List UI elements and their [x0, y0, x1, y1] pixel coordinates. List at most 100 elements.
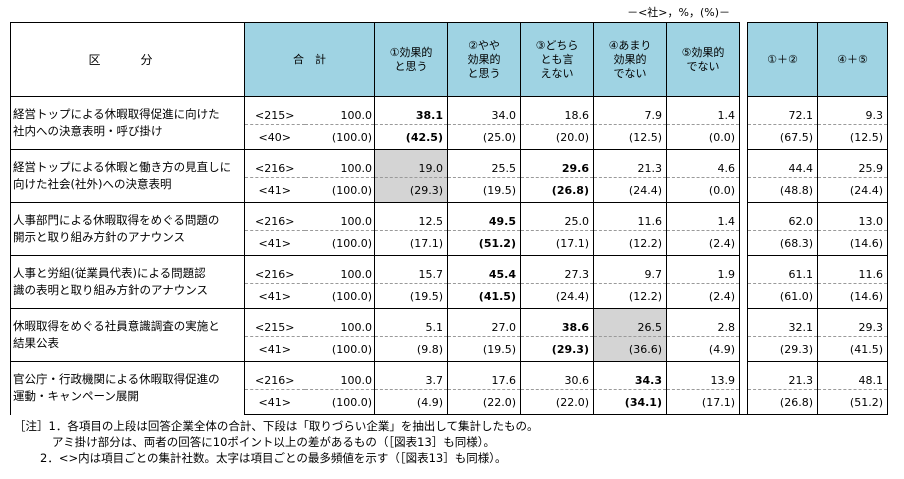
sum-cell: 61.1 — [747, 255, 818, 284]
value-cell: 1.4 — [666, 96, 740, 125]
value-cell: 18.6 — [520, 96, 594, 125]
value-cell: (34.1) — [593, 389, 667, 415]
total-cell: 100.0 — [304, 361, 375, 390]
value-cell: 45.4 — [447, 255, 521, 284]
note-2: 2．<>内は項目ごとの集計社数。太字は項目ごとの最多頻値を示す（［図表13］も同… — [40, 451, 507, 465]
value-cell: 17.6 — [447, 361, 521, 390]
value-cell: (4.9) — [666, 336, 740, 362]
value-cell: 1.4 — [666, 202, 740, 231]
value-cell: (22.0) — [447, 389, 521, 415]
sum-cell: (61.0) — [747, 283, 818, 309]
count-cell: <40> — [244, 124, 305, 150]
header-c2: ②やや 効果的 と思う — [447, 22, 521, 97]
value-cell: 12.5 — [374, 202, 448, 231]
value-cell: (0.0) — [666, 124, 740, 150]
value-cell: 19.0 — [374, 149, 448, 178]
table-row: 官公庁・行政機関による休暇取得促進の 運動・キャンペーン展開 <216> 100.0 3… — [10, 361, 888, 415]
sum-cell: (29.3) — [747, 336, 818, 362]
header-sum-4-5: ④＋⑤ — [817, 22, 888, 97]
note-1: ［注］1．各項目の上段は回答企業全体の合計、下段は「取りづらい企業」を抽出して集… — [14, 419, 539, 433]
value-cell: 34.3 — [593, 361, 667, 390]
table-row: <41> (100.0) (29.3) (19.5) (26.8) (24.4) (0.0)… — [11, 177, 888, 203]
value-cell: (12.2) — [593, 230, 667, 256]
header-sum-1-2: ①＋② — [747, 22, 818, 97]
row-label: 人事と労組(従業員代表)による問題認 識の表明と取り組み方針のアナウンス — [10, 255, 245, 309]
total-cell: (100.0) — [304, 389, 375, 415]
total-cell: 100.0 — [304, 255, 375, 284]
table-row: <41> (100.0) (4.9) (22.0) (22.0) (34.1) (17.1)… — [11, 389, 888, 415]
sum-cell: 32.1 — [747, 308, 818, 337]
sum-cell: 11.6 — [817, 255, 888, 284]
value-cell: 4.6 — [666, 149, 740, 178]
table-row: 人事部門による休暇取得をめぐる問題の 開示と取り組み方針のアナウンス <216> 10… — [10, 202, 888, 256]
sum-cell: 25.9 — [817, 149, 888, 178]
value-cell: (19.5) — [447, 177, 521, 203]
value-cell: (51.2) — [447, 230, 521, 256]
value-cell: (29.3) — [374, 177, 448, 203]
row-label: 人事部門による休暇取得をめぐる問題の 開示と取り組み方針のアナウンス — [10, 202, 245, 256]
sum-cell: (67.5) — [747, 124, 818, 150]
count-cell: <41> — [244, 389, 305, 415]
table-row: 経営トップによる休暇と働き方の見直しに 向けた社会(社外)への決意表明 <216> 1… — [10, 149, 888, 203]
count-cell: <215> — [244, 96, 305, 125]
sum-cell: (12.5) — [817, 124, 888, 150]
count-cell: <216> — [244, 361, 305, 390]
total-cell: 100.0 — [304, 308, 375, 337]
sum-cell: (14.6) — [817, 230, 888, 256]
table-row: 休暇取得をめぐる社員意識調査の実施と 結果公表 <215> 100.0 5.1 27.0 3… — [10, 308, 888, 362]
value-cell: 27.0 — [447, 308, 521, 337]
header-c5: ⑤効果的 でない — [666, 22, 740, 97]
value-cell: (4.9) — [374, 389, 448, 415]
total-cell: (100.0) — [304, 336, 375, 362]
total-cell: (100.0) — [304, 230, 375, 256]
value-cell: (19.5) — [374, 283, 448, 309]
header-c1: ①効果的 と思う — [374, 22, 448, 97]
value-cell: (2.4) — [666, 283, 740, 309]
sum-cell: 72.1 — [747, 96, 818, 125]
value-cell: 49.5 — [447, 202, 521, 231]
note-1b: アミ掛け部分は、両者の回答に10ポイント以上の差があるもの（［図表13］も同様）… — [52, 435, 496, 449]
sum-cell: 13.0 — [817, 202, 888, 231]
sum-cell: 48.1 — [817, 361, 888, 390]
sum-cell: (24.4) — [817, 177, 888, 203]
value-cell: (9.8) — [374, 336, 448, 362]
value-cell: (36.6) — [593, 336, 667, 362]
value-cell: 3.7 — [374, 361, 448, 390]
value-cell: 7.9 — [593, 96, 667, 125]
value-cell: 26.5 — [593, 308, 667, 337]
header-row: 区 分 合 計 ①効果的 と思う ②やや 効果的 と思う ③どちら とも言 えない ④あま… — [10, 22, 888, 97]
value-cell: 9.7 — [593, 255, 667, 284]
value-cell: (25.0) — [447, 124, 521, 150]
value-cell: (17.1) — [374, 230, 448, 256]
total-cell: 100.0 — [304, 96, 375, 125]
value-cell: (41.5) — [447, 283, 521, 309]
value-cell: 2.8 — [666, 308, 740, 337]
value-cell: 25.0 — [520, 202, 594, 231]
footnotes: ［注］1．各項目の上段は回答企業全体の合計、下段は「取りづらい企業」を抽出して集… — [14, 418, 538, 466]
row-label: 休暇取得をめぐる社員意識調査の実施と 結果公表 — [10, 308, 245, 362]
sum-cell: (68.3) — [747, 230, 818, 256]
total-cell: 100.0 — [304, 202, 375, 231]
total-cell: (100.0) — [304, 177, 375, 203]
sum-cell: 21.3 — [747, 361, 818, 390]
value-cell: 29.6 — [520, 149, 594, 178]
value-cell: (24.4) — [593, 177, 667, 203]
value-cell: (17.1) — [520, 230, 594, 256]
row-label: 経営トップによる休暇と働き方の見直しに 向けた社会(社外)への決意表明 — [10, 149, 245, 203]
count-cell: <216> — [244, 202, 305, 231]
survey-table: 区 分 合 計 ①効果的 と思う ②やや 効果的 と思う ③どちら とも言 えない ④あま… — [10, 22, 888, 415]
sum-cell: (51.2) — [817, 389, 888, 415]
table-row: <41> (100.0) (9.8) (19.5) (29.3) (36.6) (4.9)(… — [11, 336, 888, 362]
header-total: 合 計 — [244, 22, 375, 97]
value-cell: 25.5 — [447, 149, 521, 178]
value-cell: 30.6 — [520, 361, 594, 390]
value-cell: (2.4) — [666, 230, 740, 256]
unit-note: －<社>，%，(%)－ — [627, 6, 730, 19]
table-row: <41> (100.0) (17.1) (51.2) (17.1) (12.2) (2.4)… — [11, 230, 888, 256]
value-cell: (42.5) — [374, 124, 448, 150]
value-cell: 21.3 — [593, 149, 667, 178]
value-cell: 34.0 — [447, 96, 521, 125]
count-cell: <41> — [244, 177, 305, 203]
value-cell: (24.4) — [520, 283, 594, 309]
table-row: <41> (100.0) (19.5) (41.5) (24.4) (12.2) (2.4)… — [11, 283, 888, 309]
